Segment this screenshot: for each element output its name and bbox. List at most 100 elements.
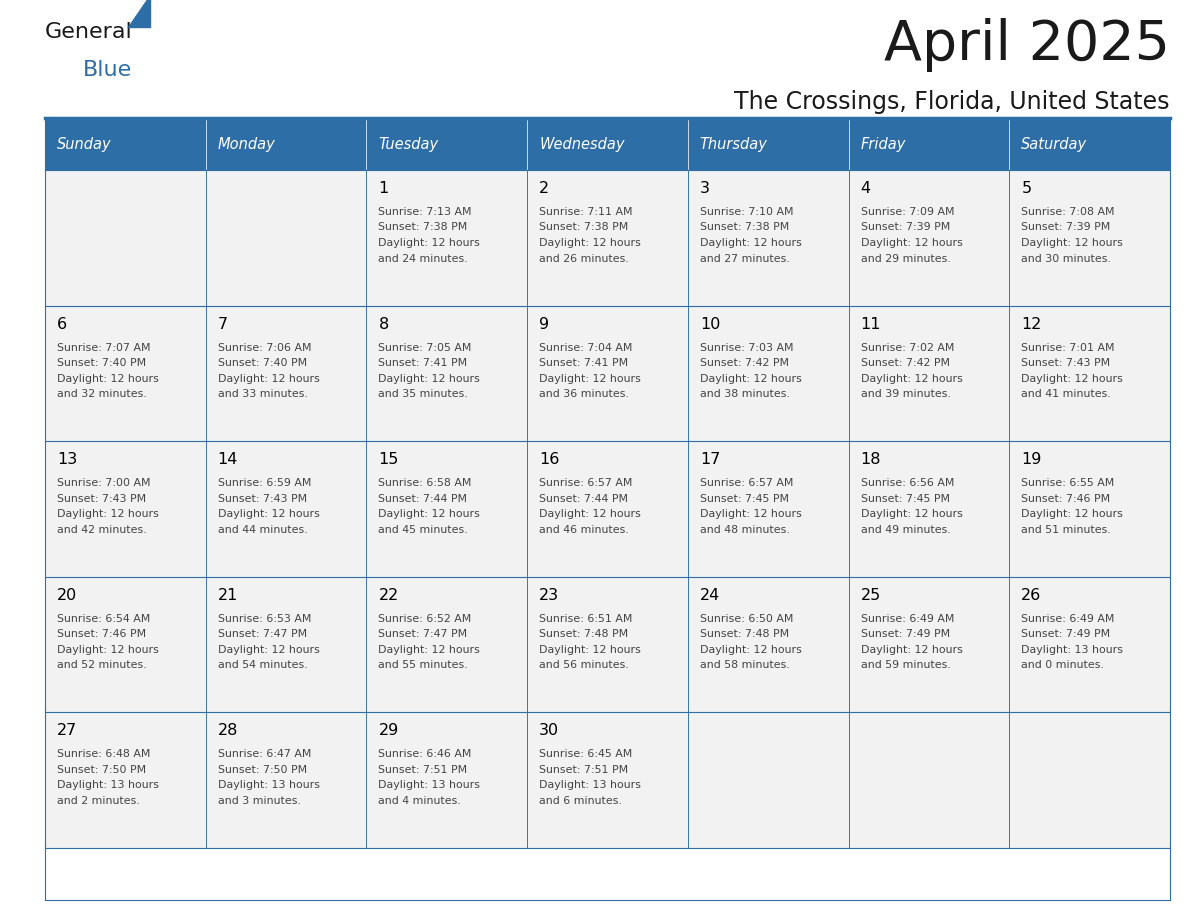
Text: Sunset: 7:39 PM: Sunset: 7:39 PM bbox=[1022, 222, 1111, 232]
Text: Monday: Monday bbox=[217, 137, 276, 151]
Text: and 4 minutes.: and 4 minutes. bbox=[379, 796, 461, 806]
Bar bbox=[848, 577, 1010, 712]
Text: 22: 22 bbox=[379, 588, 399, 603]
Text: Sunset: 7:49 PM: Sunset: 7:49 PM bbox=[1022, 630, 1111, 639]
Bar bbox=[206, 306, 366, 442]
Text: April 2025: April 2025 bbox=[884, 18, 1170, 72]
Text: Daylight: 12 hours: Daylight: 12 hours bbox=[700, 509, 802, 520]
Text: 26: 26 bbox=[1022, 588, 1042, 603]
Text: General: General bbox=[45, 22, 133, 42]
Text: Daylight: 12 hours: Daylight: 12 hours bbox=[860, 374, 962, 384]
Text: 19: 19 bbox=[1022, 453, 1042, 467]
Text: and 33 minutes.: and 33 minutes. bbox=[217, 389, 308, 399]
Text: and 55 minutes.: and 55 minutes. bbox=[379, 660, 468, 670]
Bar bbox=[206, 442, 366, 577]
Bar bbox=[45, 442, 206, 577]
Bar bbox=[688, 577, 848, 712]
Text: and 44 minutes.: and 44 minutes. bbox=[217, 525, 308, 534]
Text: Daylight: 12 hours: Daylight: 12 hours bbox=[217, 374, 320, 384]
Polygon shape bbox=[128, 0, 150, 27]
Bar bbox=[688, 442, 848, 577]
Text: Daylight: 12 hours: Daylight: 12 hours bbox=[217, 509, 320, 520]
Text: and 27 minutes.: and 27 minutes. bbox=[700, 253, 790, 263]
Bar bbox=[527, 306, 688, 442]
Text: 9: 9 bbox=[539, 317, 549, 331]
Bar bbox=[848, 118, 1010, 170]
Text: and 39 minutes.: and 39 minutes. bbox=[860, 389, 950, 399]
Text: Sunrise: 6:51 AM: Sunrise: 6:51 AM bbox=[539, 614, 632, 624]
Bar bbox=[688, 170, 848, 306]
Text: Daylight: 12 hours: Daylight: 12 hours bbox=[860, 644, 962, 655]
Text: Sunset: 7:43 PM: Sunset: 7:43 PM bbox=[1022, 358, 1111, 368]
Bar bbox=[366, 712, 527, 848]
Text: 2: 2 bbox=[539, 181, 549, 196]
Text: and 54 minutes.: and 54 minutes. bbox=[217, 660, 308, 670]
Text: Sunset: 7:38 PM: Sunset: 7:38 PM bbox=[539, 222, 628, 232]
Text: Sunrise: 7:09 AM: Sunrise: 7:09 AM bbox=[860, 207, 954, 217]
Bar bbox=[366, 118, 527, 170]
Text: Sunrise: 7:10 AM: Sunrise: 7:10 AM bbox=[700, 207, 794, 217]
Text: 21: 21 bbox=[217, 588, 238, 603]
Text: The Crossings, Florida, United States: The Crossings, Florida, United States bbox=[734, 90, 1170, 114]
Text: Sunset: 7:49 PM: Sunset: 7:49 PM bbox=[860, 630, 949, 639]
Text: and 58 minutes.: and 58 minutes. bbox=[700, 660, 790, 670]
Bar bbox=[848, 306, 1010, 442]
Text: Sunrise: 6:58 AM: Sunrise: 6:58 AM bbox=[379, 478, 472, 488]
Bar bbox=[848, 712, 1010, 848]
Text: Sunset: 7:51 PM: Sunset: 7:51 PM bbox=[539, 765, 628, 775]
Text: Daylight: 12 hours: Daylight: 12 hours bbox=[539, 509, 642, 520]
Text: Sunrise: 7:00 AM: Sunrise: 7:00 AM bbox=[57, 478, 151, 488]
Text: and 3 minutes.: and 3 minutes. bbox=[217, 796, 301, 806]
Text: Sunrise: 7:08 AM: Sunrise: 7:08 AM bbox=[1022, 207, 1114, 217]
Text: Sunset: 7:51 PM: Sunset: 7:51 PM bbox=[379, 765, 468, 775]
Text: and 42 minutes.: and 42 minutes. bbox=[57, 525, 146, 534]
Text: 6: 6 bbox=[57, 317, 68, 331]
Text: Blue: Blue bbox=[83, 60, 132, 80]
Text: Sunrise: 6:45 AM: Sunrise: 6:45 AM bbox=[539, 749, 632, 759]
Text: Sunset: 7:43 PM: Sunset: 7:43 PM bbox=[217, 494, 307, 504]
Text: Sunset: 7:48 PM: Sunset: 7:48 PM bbox=[700, 630, 789, 639]
Text: and 36 minutes.: and 36 minutes. bbox=[539, 389, 628, 399]
Bar bbox=[848, 170, 1010, 306]
Text: Daylight: 12 hours: Daylight: 12 hours bbox=[379, 644, 480, 655]
Text: Sunset: 7:48 PM: Sunset: 7:48 PM bbox=[539, 630, 628, 639]
Text: Sunset: 7:46 PM: Sunset: 7:46 PM bbox=[1022, 494, 1111, 504]
Bar bbox=[366, 577, 527, 712]
Text: Daylight: 12 hours: Daylight: 12 hours bbox=[700, 644, 802, 655]
Text: Daylight: 12 hours: Daylight: 12 hours bbox=[379, 509, 480, 520]
Text: Sunrise: 7:02 AM: Sunrise: 7:02 AM bbox=[860, 342, 954, 353]
Text: 27: 27 bbox=[57, 723, 77, 738]
Text: Sunset: 7:44 PM: Sunset: 7:44 PM bbox=[539, 494, 628, 504]
Bar bbox=[1010, 170, 1170, 306]
Text: Sunset: 7:44 PM: Sunset: 7:44 PM bbox=[379, 494, 467, 504]
Text: Thursday: Thursday bbox=[700, 137, 767, 151]
Text: 13: 13 bbox=[57, 453, 77, 467]
Bar bbox=[1010, 442, 1170, 577]
Text: Sunset: 7:50 PM: Sunset: 7:50 PM bbox=[57, 765, 146, 775]
Text: Daylight: 13 hours: Daylight: 13 hours bbox=[379, 780, 480, 790]
Text: Sunrise: 7:06 AM: Sunrise: 7:06 AM bbox=[217, 342, 311, 353]
Text: Sunset: 7:50 PM: Sunset: 7:50 PM bbox=[217, 765, 307, 775]
Text: Sunrise: 7:07 AM: Sunrise: 7:07 AM bbox=[57, 342, 151, 353]
Text: 1: 1 bbox=[379, 181, 388, 196]
Text: Daylight: 12 hours: Daylight: 12 hours bbox=[379, 238, 480, 248]
Text: Daylight: 12 hours: Daylight: 12 hours bbox=[379, 374, 480, 384]
Bar bbox=[688, 306, 848, 442]
Text: and 0 minutes.: and 0 minutes. bbox=[1022, 660, 1104, 670]
Text: 28: 28 bbox=[217, 723, 238, 738]
Text: Daylight: 12 hours: Daylight: 12 hours bbox=[860, 238, 962, 248]
Bar bbox=[366, 442, 527, 577]
Text: Sunrise: 6:57 AM: Sunrise: 6:57 AM bbox=[700, 478, 794, 488]
Bar bbox=[45, 118, 206, 170]
Text: and 38 minutes.: and 38 minutes. bbox=[700, 389, 790, 399]
Text: Sunrise: 6:48 AM: Sunrise: 6:48 AM bbox=[57, 749, 151, 759]
Text: 14: 14 bbox=[217, 453, 238, 467]
Text: and 29 minutes.: and 29 minutes. bbox=[860, 253, 950, 263]
Text: Sunrise: 6:49 AM: Sunrise: 6:49 AM bbox=[860, 614, 954, 624]
Text: Daylight: 12 hours: Daylight: 12 hours bbox=[700, 374, 802, 384]
Bar bbox=[206, 577, 366, 712]
Text: 15: 15 bbox=[379, 453, 399, 467]
Text: Sunrise: 6:56 AM: Sunrise: 6:56 AM bbox=[860, 478, 954, 488]
Text: Sunset: 7:39 PM: Sunset: 7:39 PM bbox=[860, 222, 950, 232]
Text: Sunset: 7:41 PM: Sunset: 7:41 PM bbox=[539, 358, 628, 368]
